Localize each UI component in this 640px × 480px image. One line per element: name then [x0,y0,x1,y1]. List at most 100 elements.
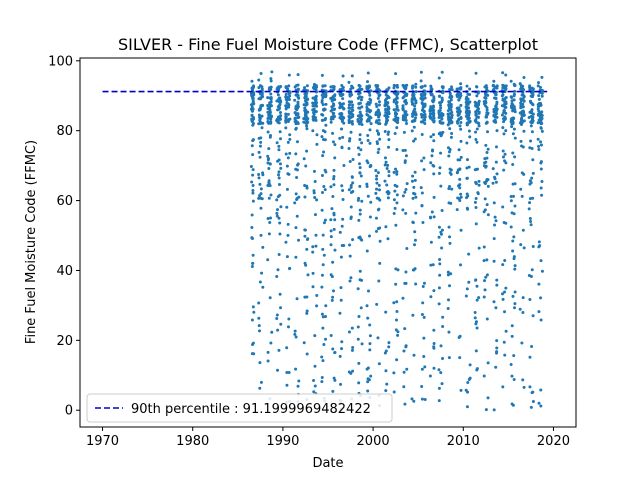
data-point [540,180,544,184]
data-point [365,102,369,106]
data-point [529,181,533,185]
data-point [311,104,315,108]
data-point [358,269,362,273]
data-point [437,399,441,403]
data-point [284,92,288,96]
data-point [491,167,495,171]
data-point [266,110,270,114]
data-point [315,198,319,202]
data-point [430,154,434,158]
data-point [529,274,533,278]
data-point [385,97,389,101]
data-point [440,208,444,212]
data-point [474,137,478,141]
data-point [446,115,450,119]
data-point [536,107,540,111]
data-point [375,105,379,108]
data-point [482,245,486,249]
data-point [259,192,263,196]
data-point [503,290,507,294]
data-point [513,107,517,111]
data-point [312,191,316,195]
data-point [277,148,281,152]
data-point [286,325,290,329]
data-point [340,127,344,131]
data-point [332,175,336,179]
data-point [403,327,407,331]
data-point [494,93,498,97]
data-point [270,70,274,74]
data-point [357,196,361,200]
data-point [267,166,271,170]
data-point [503,353,507,357]
y-tick-label: 100 [48,54,73,69]
data-point [329,117,333,121]
data-point [305,91,309,95]
data-point [405,246,409,250]
data-point [530,119,534,123]
data-point [348,160,352,164]
data-point [423,84,427,88]
data-point [419,79,423,83]
data-point [338,230,342,234]
data-point [393,112,397,116]
data-point [432,172,436,176]
data-point [404,102,408,106]
data-point [357,315,361,319]
data-point [257,324,261,328]
data-point [375,181,379,185]
data-point [474,112,478,116]
data-point [284,95,288,99]
data-point [475,127,479,131]
data-point [392,100,396,104]
data-point [513,267,517,271]
data-point [279,166,283,170]
data-point [333,351,337,355]
data-point [432,342,436,346]
data-point [314,233,318,237]
data-point [494,97,498,101]
data-point [402,95,406,99]
data-point [540,269,544,273]
data-point [315,104,319,108]
data-point [377,103,381,107]
data-point [502,221,506,225]
data-point [501,155,505,159]
data-point [519,87,523,91]
data-point [331,111,335,115]
data-point [366,139,370,143]
data-point [519,101,523,105]
data-point [284,240,288,244]
data-point [349,87,353,91]
data-point [467,110,471,114]
data-point [331,140,335,144]
data-point [492,300,496,304]
data-point [332,211,336,215]
data-point [268,105,272,109]
data-point [347,103,351,107]
data-point [395,201,399,205]
data-point [351,113,355,117]
data-point [349,93,353,97]
data-point [249,107,253,111]
data-point [450,116,454,120]
data-point [276,93,280,97]
data-point [465,123,469,127]
data-point [437,368,441,372]
data-point [423,115,427,119]
chart-title: SILVER - Fine Fuel Moisture Code (FFMC),… [118,35,538,54]
data-point [477,99,481,103]
data-point [537,148,541,151]
data-point [401,296,405,300]
data-point [539,259,543,263]
data-point [368,165,372,169]
data-point [250,119,254,123]
data-point [510,102,514,106]
data-point [358,106,362,110]
data-point [441,85,445,89]
data-point [275,141,279,145]
data-point [250,264,254,268]
data-point [360,95,364,99]
data-point [446,273,450,277]
data-point [503,310,507,314]
